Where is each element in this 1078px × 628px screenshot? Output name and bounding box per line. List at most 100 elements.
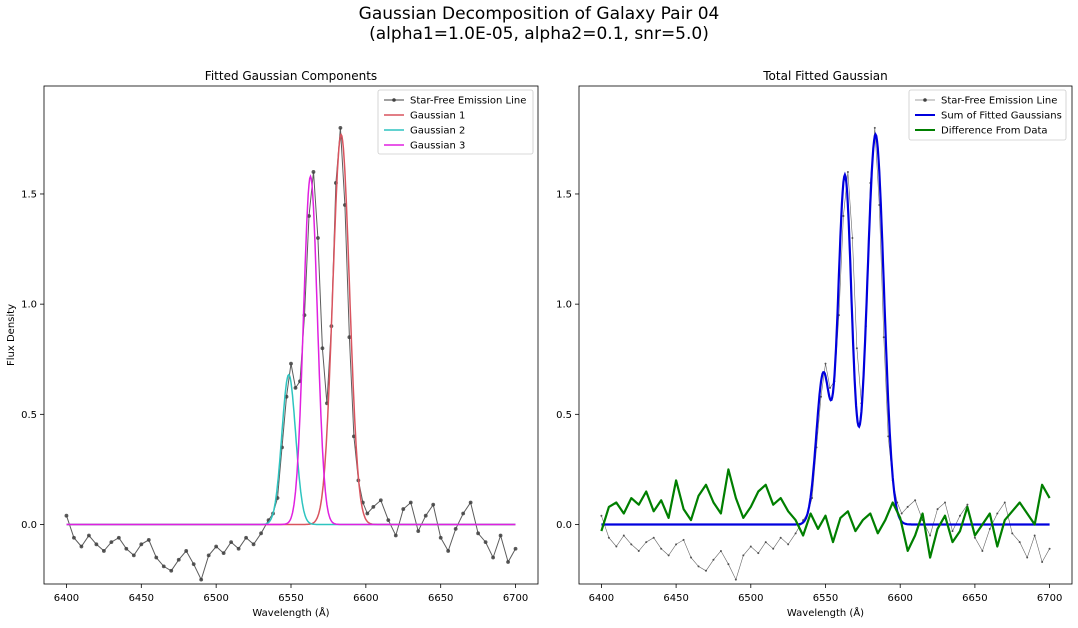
difference-series-line xyxy=(600,468,1051,559)
data-point xyxy=(386,518,391,522)
data-point xyxy=(124,546,129,551)
data-point xyxy=(316,236,320,240)
plot-area xyxy=(64,125,518,582)
data-point xyxy=(416,529,421,534)
data-point xyxy=(513,546,518,551)
data-point xyxy=(446,549,451,553)
data-point xyxy=(1026,556,1029,559)
data-point xyxy=(438,535,443,540)
data-point xyxy=(842,215,845,218)
data-point xyxy=(116,535,121,540)
figure-title-line-2: (alpha1=1.0E-05, alpha2=0.1, snr=5.0) xyxy=(369,24,709,44)
data-point xyxy=(401,507,406,511)
x-axis-label: Wavelength (Å) xyxy=(252,606,329,619)
data-point xyxy=(906,505,909,508)
data-point xyxy=(675,543,678,546)
y-tick-label: 0.0 xyxy=(21,520,37,531)
data-point xyxy=(749,545,752,548)
data-point xyxy=(1018,541,1021,544)
data-point xyxy=(351,434,356,439)
data-point xyxy=(1003,501,1006,504)
data-point xyxy=(101,549,106,553)
legend-label: Gaussian 2 xyxy=(410,126,465,137)
data-point xyxy=(109,540,114,545)
data-point xyxy=(660,547,663,550)
data-point xyxy=(630,543,633,546)
x-tick-label: 6700 xyxy=(1037,593,1062,604)
x-tick-label: 6450 xyxy=(663,593,688,604)
data-point xyxy=(408,500,413,505)
data-point xyxy=(682,538,685,541)
data-point xyxy=(887,435,890,438)
data-point xyxy=(94,542,99,547)
data-point xyxy=(184,549,189,553)
data-point xyxy=(966,503,969,506)
data-point xyxy=(734,578,737,581)
y-tick-label: 1.0 xyxy=(556,300,572,311)
data-point xyxy=(828,386,831,389)
data-point xyxy=(772,547,775,550)
data-point xyxy=(742,554,745,557)
data-point xyxy=(154,555,159,560)
data-point xyxy=(712,558,715,561)
data-point xyxy=(506,560,510,564)
sum-series-line xyxy=(601,132,1050,526)
x-tick-label: 6500 xyxy=(738,593,763,604)
y-tick-label: 0.5 xyxy=(21,410,37,421)
data-series-line xyxy=(66,127,516,581)
x-tick-label: 6550 xyxy=(813,593,838,604)
data-point xyxy=(704,569,707,572)
legend-label: Star-Free Emission Line xyxy=(410,96,526,107)
data-point xyxy=(468,500,473,505)
data-point xyxy=(365,511,370,516)
data-point xyxy=(206,553,211,558)
data-point xyxy=(936,508,939,511)
data-point xyxy=(229,540,234,545)
data-point xyxy=(161,564,166,569)
data-point xyxy=(199,577,204,582)
y-tick-label: 0.0 xyxy=(556,520,572,531)
data-point xyxy=(690,556,693,559)
right-chart-panel: Total Fitted Gaussian 6400 6450 6500 6550 660… xyxy=(556,69,1073,619)
legend-label: Gaussian 3 xyxy=(410,141,465,152)
data-point xyxy=(338,125,343,130)
data-point xyxy=(944,501,947,504)
data-point xyxy=(483,540,488,545)
x-tick-label: 6550 xyxy=(278,593,303,604)
data-point xyxy=(491,555,495,560)
legend-label: Gaussian 1 xyxy=(410,111,465,122)
data-point xyxy=(981,549,984,552)
data-point xyxy=(846,170,849,173)
gaussian-series-line xyxy=(66,373,516,526)
data-point xyxy=(794,532,797,535)
data-point xyxy=(622,534,625,537)
data-point xyxy=(929,534,932,537)
data-point xyxy=(1041,560,1044,563)
axes-frame xyxy=(578,85,1073,585)
data-point xyxy=(251,542,256,547)
data-point xyxy=(988,527,991,530)
data-point xyxy=(259,531,263,536)
data-point xyxy=(169,568,174,573)
x-tick-label: 6500 xyxy=(203,593,228,604)
legend-marker xyxy=(392,98,396,102)
data-point xyxy=(855,347,858,350)
x-tick-label: 6400 xyxy=(589,593,614,604)
data-point xyxy=(820,395,823,398)
x-axis-label: Wavelength (Å) xyxy=(787,606,864,619)
data-point xyxy=(146,538,151,542)
data-point xyxy=(719,549,722,552)
x-tick-label: 6700 xyxy=(503,593,528,604)
data-point xyxy=(667,554,670,557)
data-point xyxy=(423,513,428,518)
data-point xyxy=(131,553,136,558)
data-point xyxy=(1048,547,1051,550)
y-tick-label: 1.5 xyxy=(21,189,37,200)
x-tick-label: 6400 xyxy=(54,593,79,604)
data-point xyxy=(476,531,481,536)
data-point xyxy=(914,499,917,502)
data-point xyxy=(637,549,640,552)
data-point xyxy=(697,565,700,568)
data-point xyxy=(320,346,325,351)
data-point xyxy=(851,237,854,240)
